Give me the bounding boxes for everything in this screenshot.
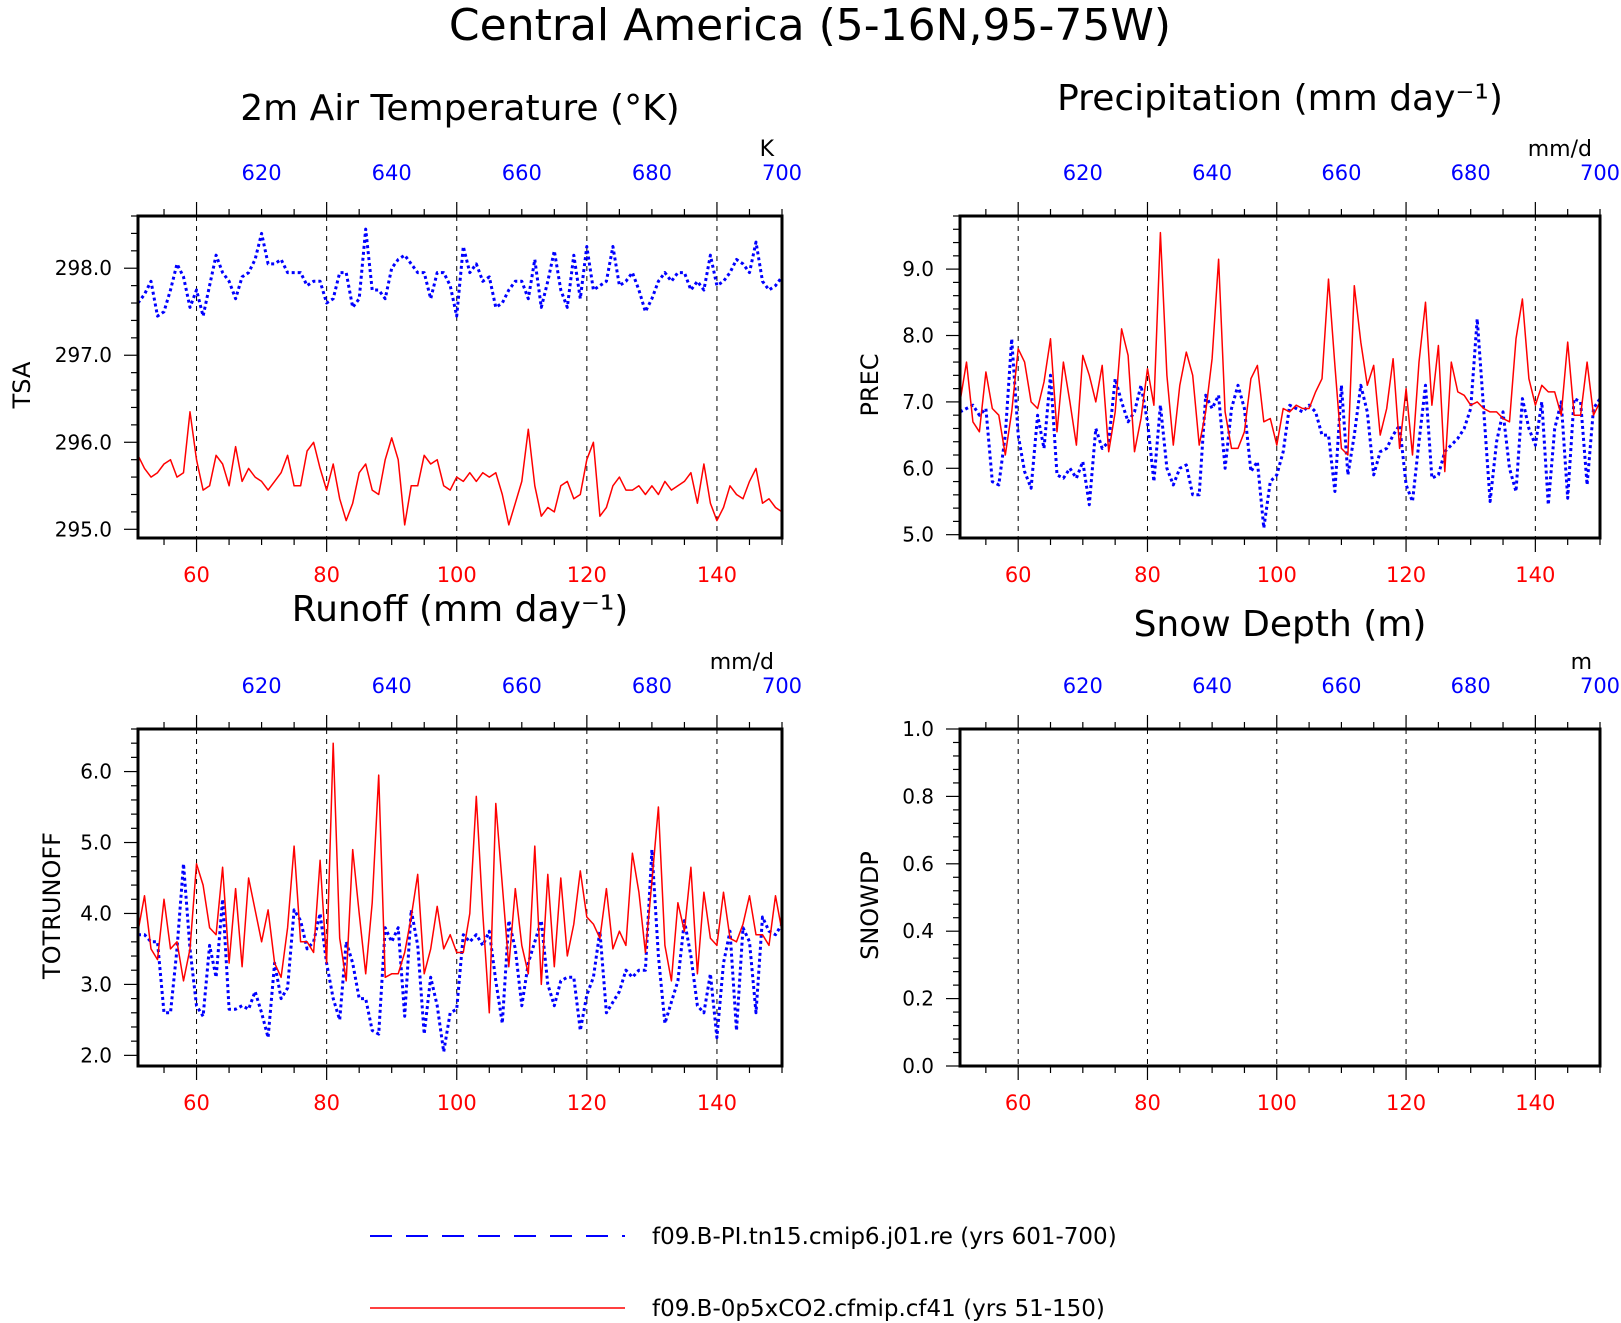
- x-tick-label-bottom: 120: [1386, 563, 1426, 587]
- y-tick-label: 0.0: [902, 1054, 934, 1078]
- unit-label: mm/d: [1528, 137, 1592, 162]
- y-axis-label: PREC: [856, 353, 884, 416]
- x-tick-label-top: 640: [1192, 674, 1232, 698]
- legend-label-pi: f09.B-PI.tn15.cmip6.j01.re (yrs 601-700): [652, 1224, 1117, 1250]
- x-tick-label-top: 700: [1580, 161, 1620, 185]
- x-tick-label-top: 620: [242, 674, 282, 698]
- series-line-co2: [959, 231, 1601, 473]
- legend-label-co2: f09.B-0p5xCO2.cfmip.cf41 (yrs 51-150): [652, 1296, 1105, 1322]
- x-tick-label-bottom: 60: [183, 1091, 210, 1115]
- y-tick-label: 295.0: [55, 517, 112, 541]
- panel-title: 2m Air Temperature (°K): [240, 88, 679, 129]
- x-tick-label-top: 680: [632, 161, 672, 185]
- panel-title: Runoff (mm day⁻¹): [292, 589, 629, 630]
- y-tick-label: 2.0: [80, 1043, 112, 1067]
- x-tick-label-top: 700: [762, 161, 802, 185]
- y-tick-label: 0.4: [902, 919, 934, 943]
- x-tick-label-bottom: 100: [437, 1091, 477, 1115]
- series-line-co2: [137, 411, 783, 526]
- y-tick-label: 298.0: [55, 256, 112, 280]
- y-tick-label: 6.0: [80, 760, 112, 784]
- series-line-pi: [138, 848, 784, 1054]
- x-tick-label-bottom: 100: [1257, 563, 1297, 587]
- unit-label: K: [760, 137, 775, 162]
- panel-snowdp: Snow Depth (m) 0.0 0.2 0.4 0.6 0.8 1.0 SNOWDP 60…: [856, 604, 1620, 1115]
- x-tick-label-top: 680: [1451, 674, 1491, 698]
- x-tick-label-top: 640: [372, 674, 412, 698]
- y-tick-label: 9.0: [902, 257, 934, 281]
- legend: f09.B-PI.tn15.cmip6.j01.re (yrs 601-700)…: [370, 1224, 1117, 1322]
- x-tick-label-top: 660: [502, 161, 542, 185]
- panel-title: Precipitation (mm day⁻¹): [1057, 78, 1503, 119]
- panels-group: 2m Air Temperature (°K) 295.0 296.0 297.0 29…: [8, 78, 1620, 1115]
- x-tick-label-top: 620: [1063, 674, 1103, 698]
- x-tick-label-bottom: 80: [1134, 1091, 1161, 1115]
- y-tick-label: 0.2: [902, 987, 934, 1011]
- x-tick-label-top: 620: [242, 161, 282, 185]
- x-tick-label-top: 680: [632, 674, 672, 698]
- x-tick-label-top: 660: [1321, 161, 1361, 185]
- x-tick-label-bottom: 140: [1515, 563, 1555, 587]
- x-tick-label-bottom: 140: [697, 563, 737, 587]
- y-axis-label: SNOWDP: [856, 851, 884, 960]
- x-tick-label-top: 640: [1192, 161, 1232, 185]
- x-tick-label-top: 660: [502, 674, 542, 698]
- x-tick-label-bottom: 60: [183, 563, 210, 587]
- x-tick-label-bottom: 100: [437, 563, 477, 587]
- plot-frame: [136, 727, 784, 1068]
- x-tick-label-bottom: 120: [567, 1091, 607, 1115]
- y-tick-label: 0.6: [902, 852, 934, 876]
- y-tick-label: 4.0: [80, 901, 112, 925]
- plot-frame: [136, 214, 784, 540]
- x-tick-label-top: 660: [1321, 674, 1361, 698]
- x-tick-label-top: 640: [372, 161, 412, 185]
- panel-title: Snow Depth (m): [1134, 604, 1427, 645]
- x-tick-label-bottom: 120: [567, 563, 607, 587]
- series-line-pi: [136, 227, 784, 318]
- x-tick-label-top: 680: [1451, 161, 1491, 185]
- x-tick-label-bottom: 80: [1134, 563, 1161, 587]
- series-line-co2: [137, 742, 783, 1014]
- y-tick-label: 5.0: [902, 523, 934, 547]
- y-tick-label: 297.0: [55, 343, 112, 367]
- y-tick-label: 5.0: [80, 831, 112, 855]
- plot-frame: [958, 214, 1602, 540]
- y-axis-label: TSA: [8, 361, 36, 409]
- series-line-pi: [959, 317, 1602, 530]
- unit-label: mm/d: [710, 650, 774, 675]
- x-tick-label-bottom: 80: [313, 563, 340, 587]
- x-tick-label-bottom: 100: [1257, 1091, 1297, 1115]
- y-tick-label: 296.0: [55, 430, 112, 454]
- x-tick-label-bottom: 80: [313, 1091, 340, 1115]
- y-tick-label: 6.0: [902, 456, 934, 480]
- x-tick-label-bottom: 60: [1005, 1091, 1032, 1115]
- figure-title: Central America (5-16N,95-75W): [449, 0, 1171, 51]
- y-tick-label: 8.0: [902, 324, 934, 348]
- unit-label: m: [1571, 650, 1592, 675]
- x-tick-label-top: 700: [762, 674, 802, 698]
- y-axis-label: TOTRUNOFF: [38, 832, 66, 980]
- x-tick-label-top: 700: [1580, 674, 1620, 698]
- panel-prec: Precipitation (mm day⁻¹) 5.0 6.0 7.0 8.0 9.0 P…: [856, 78, 1620, 587]
- x-tick-label-bottom: 140: [697, 1091, 737, 1115]
- x-tick-label-top: 620: [1063, 161, 1103, 185]
- plot-frame: [958, 727, 1602, 1068]
- panel-totrunoff: Runoff (mm day⁻¹) 2.0 3.0 4.0 5.0 6.0 TOTRUNOF…: [38, 589, 802, 1115]
- panel-tsa: 2m Air Temperature (°K) 295.0 296.0 297.0 29…: [8, 88, 802, 587]
- x-tick-label-bottom: 120: [1386, 1091, 1426, 1115]
- y-tick-label: 0.8: [902, 784, 934, 808]
- x-tick-label-bottom: 60: [1005, 563, 1032, 587]
- y-tick-label: 7.0: [902, 390, 934, 414]
- y-tick-label: 1.0: [902, 717, 934, 741]
- y-tick-label: 3.0: [80, 972, 112, 996]
- x-tick-label-bottom: 140: [1515, 1091, 1555, 1115]
